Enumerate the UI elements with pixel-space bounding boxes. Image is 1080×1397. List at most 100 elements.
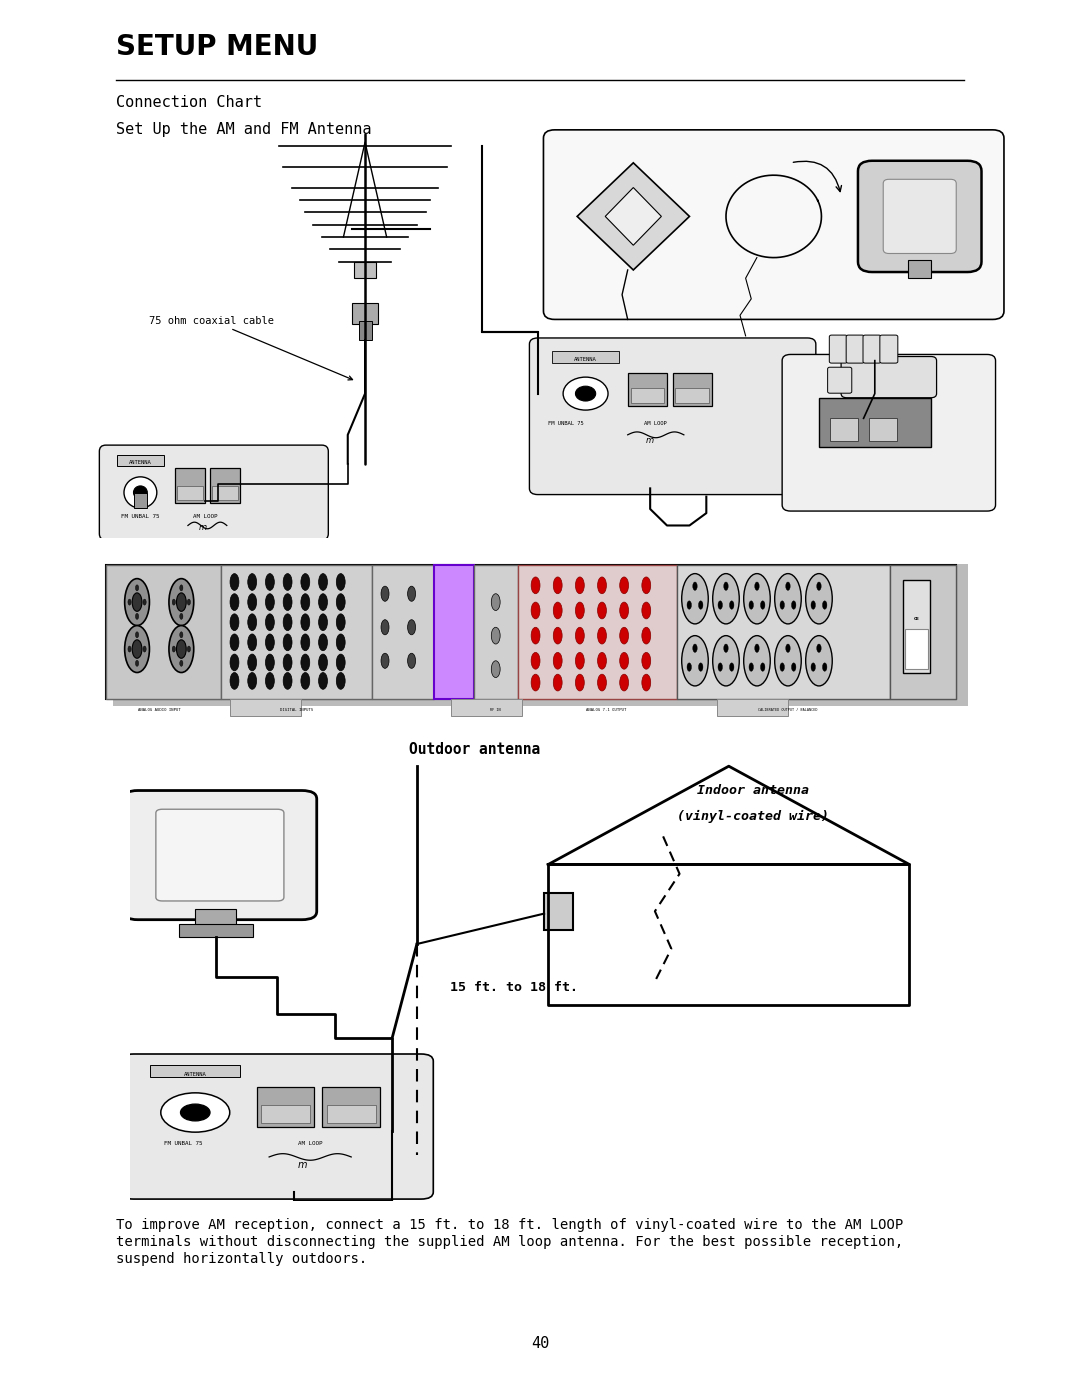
Circle shape	[283, 574, 292, 591]
Text: FM UNBAL 75: FM UNBAL 75	[121, 514, 160, 520]
FancyBboxPatch shape	[529, 338, 815, 495]
Bar	[195, 909, 237, 925]
Circle shape	[620, 602, 629, 619]
Circle shape	[811, 601, 815, 609]
Circle shape	[816, 644, 821, 652]
Bar	[175, 468, 205, 503]
Circle shape	[806, 574, 833, 624]
Bar	[829, 418, 858, 441]
FancyBboxPatch shape	[99, 446, 328, 539]
Circle shape	[180, 1104, 210, 1120]
Circle shape	[642, 675, 650, 692]
Circle shape	[336, 613, 346, 630]
Text: CALIBRATED OUTPUT / BALANCED: CALIBRATED OUTPUT / BALANCED	[758, 708, 818, 712]
Circle shape	[230, 574, 239, 591]
Bar	[631, 388, 664, 402]
Circle shape	[724, 644, 728, 652]
Circle shape	[407, 654, 416, 668]
Circle shape	[553, 577, 562, 594]
Text: ANTENNA: ANTENNA	[184, 1071, 206, 1077]
Bar	[177, 486, 203, 500]
FancyBboxPatch shape	[123, 791, 316, 919]
Circle shape	[553, 602, 562, 619]
Circle shape	[642, 652, 650, 669]
Circle shape	[266, 654, 274, 671]
Circle shape	[760, 664, 765, 672]
Circle shape	[744, 636, 770, 686]
Circle shape	[247, 574, 257, 591]
Circle shape	[301, 654, 310, 671]
Circle shape	[266, 613, 274, 630]
Text: (vinyl-coated wire): (vinyl-coated wire)	[677, 810, 829, 823]
Circle shape	[124, 626, 149, 672]
Circle shape	[135, 613, 138, 619]
Bar	[326, 1105, 376, 1123]
Circle shape	[247, 654, 257, 671]
Bar	[179, 923, 253, 937]
Circle shape	[597, 652, 607, 669]
Circle shape	[576, 675, 584, 692]
Circle shape	[135, 585, 138, 591]
Circle shape	[132, 592, 141, 612]
Circle shape	[774, 636, 801, 686]
Circle shape	[301, 613, 310, 630]
Circle shape	[179, 585, 183, 591]
Circle shape	[143, 645, 146, 652]
Circle shape	[172, 645, 175, 652]
Circle shape	[531, 675, 540, 692]
Text: Outdoor antenna: Outdoor antenna	[408, 742, 540, 757]
Text: 40: 40	[531, 1336, 549, 1351]
Bar	[352, 303, 378, 324]
Circle shape	[283, 672, 292, 689]
Circle shape	[319, 654, 327, 671]
Bar	[113, 563, 968, 705]
Bar	[903, 580, 930, 672]
Circle shape	[792, 664, 796, 672]
Polygon shape	[134, 493, 147, 509]
FancyBboxPatch shape	[543, 130, 1004, 320]
Bar	[230, 700, 301, 717]
Circle shape	[823, 664, 827, 672]
Circle shape	[692, 644, 698, 652]
Circle shape	[750, 662, 754, 672]
FancyBboxPatch shape	[829, 335, 848, 363]
Text: Indoor antenna: Indoor antenna	[698, 784, 809, 798]
Circle shape	[161, 1092, 230, 1132]
Text: Connection Chart: Connection Chart	[116, 95, 261, 110]
Circle shape	[750, 601, 754, 609]
Circle shape	[692, 583, 698, 591]
Bar	[150, 1065, 241, 1077]
Circle shape	[319, 613, 327, 630]
Bar	[869, 418, 897, 441]
Bar	[221, 566, 372, 700]
Circle shape	[755, 583, 759, 591]
Circle shape	[172, 599, 175, 605]
Circle shape	[724, 583, 728, 591]
Circle shape	[786, 583, 791, 591]
Circle shape	[642, 627, 650, 644]
FancyBboxPatch shape	[841, 356, 936, 398]
Text: 15 ft. to 18 ft.: 15 ft. to 18 ft.	[449, 981, 578, 993]
FancyBboxPatch shape	[827, 367, 852, 393]
FancyBboxPatch shape	[121, 1053, 433, 1199]
Text: Set Up the AM and FM Antenna: Set Up the AM and FM Antenna	[116, 122, 372, 137]
Text: CE: CE	[914, 617, 919, 620]
Circle shape	[127, 599, 131, 605]
Circle shape	[597, 627, 607, 644]
Bar	[434, 566, 473, 700]
Bar	[518, 566, 677, 700]
Circle shape	[319, 634, 327, 651]
Circle shape	[780, 601, 784, 609]
Circle shape	[247, 613, 257, 630]
FancyBboxPatch shape	[883, 179, 956, 253]
Bar	[819, 398, 931, 447]
Polygon shape	[605, 187, 661, 246]
Circle shape	[407, 620, 416, 634]
Circle shape	[176, 592, 186, 612]
Circle shape	[576, 602, 584, 619]
Text: FM UNBAL 75: FM UNBAL 75	[164, 1141, 202, 1147]
Circle shape	[266, 672, 274, 689]
Circle shape	[620, 577, 629, 594]
Circle shape	[755, 644, 759, 652]
Circle shape	[597, 577, 607, 594]
